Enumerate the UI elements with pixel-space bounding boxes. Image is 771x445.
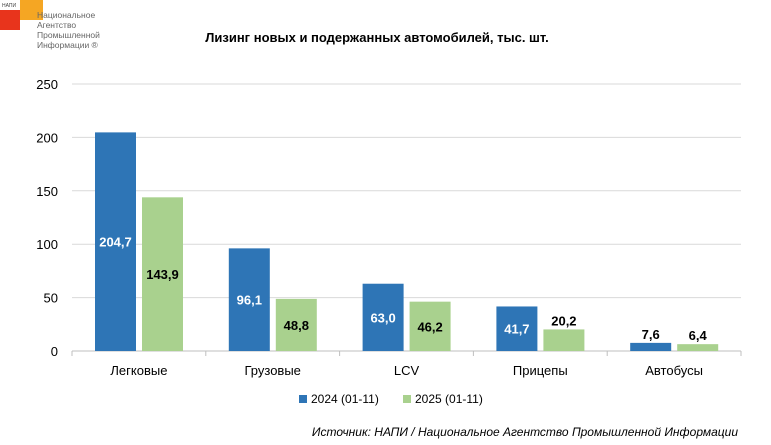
bar-2025 — [275, 298, 317, 351]
y-tick-label: 150 — [36, 184, 58, 199]
bar-2025 — [677, 344, 719, 351]
logo-line: Промышленной — [37, 30, 100, 40]
data-label: 41,7 — [504, 322, 529, 337]
bar-2025 — [409, 301, 451, 351]
data-label: 96,1 — [237, 293, 262, 308]
x-tick-label: Прицепы — [513, 363, 568, 378]
bar-2024 — [496, 306, 538, 351]
legend-label-2024: 2024 (01-11) — [311, 392, 379, 406]
y-tick-label: 100 — [36, 237, 58, 252]
data-label: 48,8 — [284, 318, 309, 333]
bar-2025 — [543, 329, 585, 351]
y-tick-label: 0 — [51, 344, 58, 359]
y-tick-label: 250 — [36, 77, 58, 92]
data-label: 204,7 — [99, 235, 132, 250]
x-tick-label: LCV — [394, 363, 420, 378]
legend-swatch-2025 — [403, 395, 411, 403]
x-tick-label: Грузовые — [244, 363, 300, 378]
bar-2024 — [228, 248, 270, 351]
data-label: 143,9 — [146, 267, 179, 282]
data-label: 20,2 — [551, 313, 576, 328]
x-tick-label: Легковые — [110, 363, 167, 378]
legend-label-2025: 2025 (01-11) — [415, 392, 483, 406]
bar-2025 — [142, 197, 183, 351]
data-label: 46,2 — [417, 319, 442, 334]
bar-2024 — [362, 283, 404, 351]
logo-line: Агентство — [37, 20, 77, 30]
logo-abbr: НАПИ — [2, 3, 17, 9]
legend-swatch-2024 — [299, 395, 307, 403]
logo-line: Национальное — [37, 10, 96, 20]
source-note: Источник: НАПИ / Национальное Агентство … — [312, 425, 738, 439]
chart-title: Лизинг новых и подержанных автомобилей, … — [205, 30, 548, 45]
data-label: 6,4 — [689, 328, 708, 343]
x-tick-label: Автобусы — [645, 363, 703, 378]
data-label: 7,6 — [642, 327, 660, 342]
y-tick-label: 50 — [44, 291, 58, 306]
logo-line: Информации ® — [37, 40, 98, 50]
legend: 2024 (01-11) 2025 (01-11) — [299, 392, 483, 406]
bar-2024 — [630, 342, 672, 351]
bar-2024 — [95, 132, 136, 351]
y-tick-label: 200 — [36, 130, 58, 145]
data-label: 63,0 — [370, 310, 395, 325]
